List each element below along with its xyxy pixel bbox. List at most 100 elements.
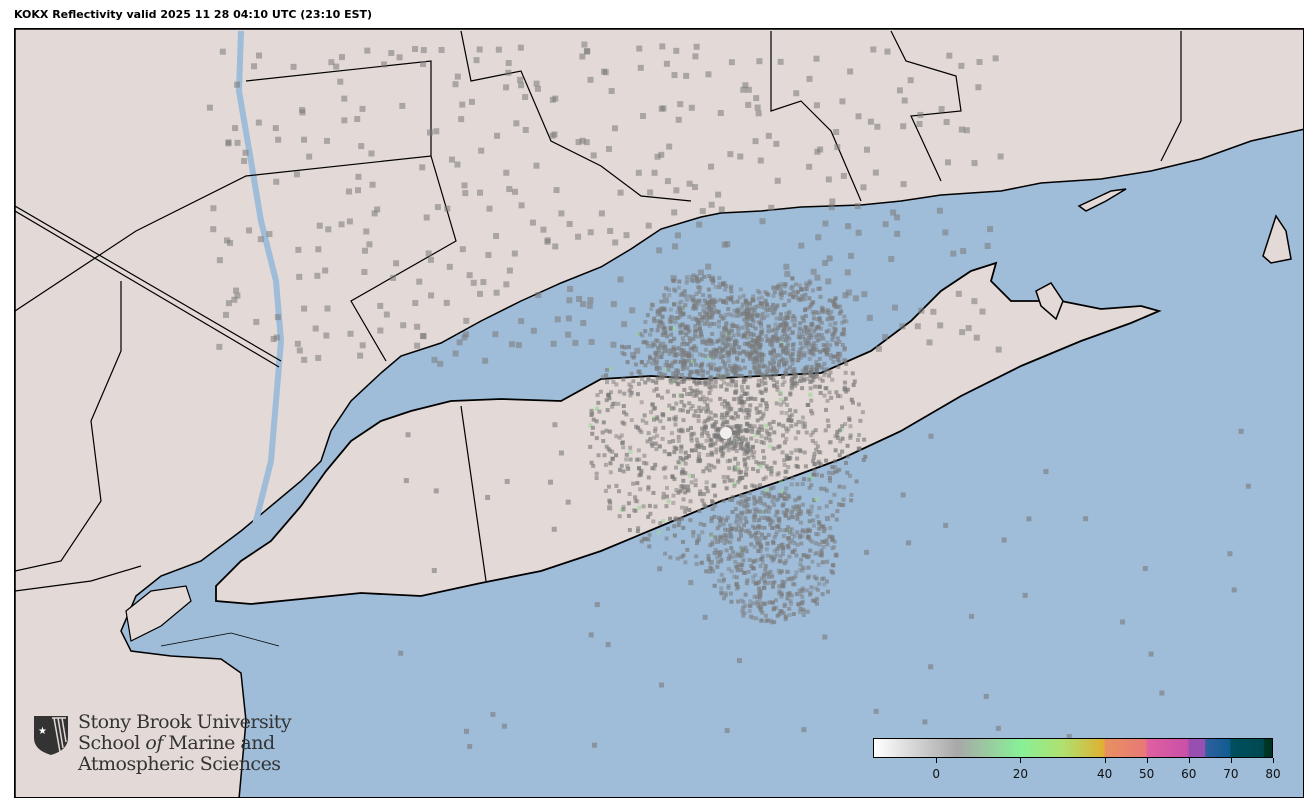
echo-pixel [800,588,805,593]
echo-pixel [723,287,728,292]
echo-pixel [770,519,775,524]
echo-pixel [653,441,658,446]
echo-pixel [745,411,750,416]
echo-pixel [780,375,785,380]
echo-pixel [712,551,717,556]
echo-pixel [787,540,792,545]
echo-pixel [722,315,727,320]
echo-pixel [755,304,760,309]
echo-pixel [513,120,520,127]
echo-pixel [704,396,709,401]
echo-pixel [772,535,777,540]
echo-pixel [784,429,789,434]
echo-pixel [414,323,421,330]
echo-pixel [778,343,783,348]
echo-pixel [756,602,761,607]
echo-pixel [788,365,793,370]
echo-pixel [780,579,785,584]
echo-pixel [688,499,693,504]
echo-pixel [791,314,796,319]
echo-pixel [744,448,749,453]
echo-pixel [754,536,759,541]
echo-pixel [855,229,862,236]
echo-pixel [800,594,805,599]
echo-pixel [821,544,826,549]
echo-pixel [508,341,515,348]
echo-pixel [814,348,819,353]
echo-pixel [738,554,743,559]
echo-pixel [708,398,713,403]
echo-pixel [683,362,688,367]
echo-pixel [728,523,733,528]
echo-pixel [655,359,660,364]
echo-pixel [749,306,754,311]
echo-pixel [750,324,755,329]
echo-pixel [764,547,769,552]
echo-pixel [751,559,756,564]
echo-pixel [786,298,791,303]
echo-pixel [712,514,717,519]
echo-pixel [775,328,780,333]
echo-pixel [737,313,742,318]
echo-pixel [690,404,695,409]
echo-pixel [772,366,777,371]
echo-pixel [727,330,732,335]
echo-pixel [400,322,407,329]
echo-pixel [721,577,726,582]
echo-pixel [828,353,833,358]
echo-pixel [692,413,697,418]
radar-map[interactable] [14,28,1304,798]
echo-pixel [700,498,705,503]
echo-pixel [728,530,733,535]
echo-pixel [390,274,397,281]
echo-pixel [760,378,765,383]
echo-pixel [459,101,466,108]
echo-pixel [711,349,716,354]
echo-pixel [745,421,750,426]
echo-pixel [813,55,820,62]
echo-pixel [759,295,764,300]
echo-pixel [744,428,749,433]
echo-pixel [707,307,712,312]
echo-pixel [744,529,749,534]
echo-pixel [644,420,649,425]
echo-pixel [661,326,666,331]
echo-pixel [727,466,732,471]
echo-pixel [766,574,771,579]
echo-pixel [835,305,840,310]
echo-pixel [778,282,783,287]
echo-pixel [685,278,690,283]
echo-pixel [685,342,690,347]
echo-pixel [590,425,595,430]
echo-pixel [347,330,354,337]
echo-pixel [605,380,610,385]
echo-pixel [774,316,779,321]
echo-pixel [485,494,491,500]
echo-pixel [551,131,558,138]
echo-pixel [517,44,524,51]
echo-pixel [636,425,641,430]
echo-pixel [698,285,703,290]
echo-pixel [843,422,848,427]
echo-pixel [806,508,811,513]
echo-pixel [768,305,773,310]
echo-pixel [655,328,660,333]
echo-pixel [764,464,769,469]
echo-pixel [621,504,626,509]
echo-pixel [734,517,739,522]
echo-pixel [674,401,679,406]
echo-pixel [729,289,734,294]
echo-pixel [793,448,798,453]
echo-pixel [657,347,662,352]
echo-pixel [1148,651,1154,657]
echo-pixel [733,433,738,438]
echo-pixel [824,352,829,357]
echo-pixel [530,327,537,334]
echo-pixel [849,498,854,503]
echo-pixel [744,466,749,471]
echo-pixel [806,527,811,532]
echo-pixel [374,206,381,213]
echo-pixel [842,358,847,363]
echo-pixel [729,328,734,333]
echo-pixel [760,427,765,432]
